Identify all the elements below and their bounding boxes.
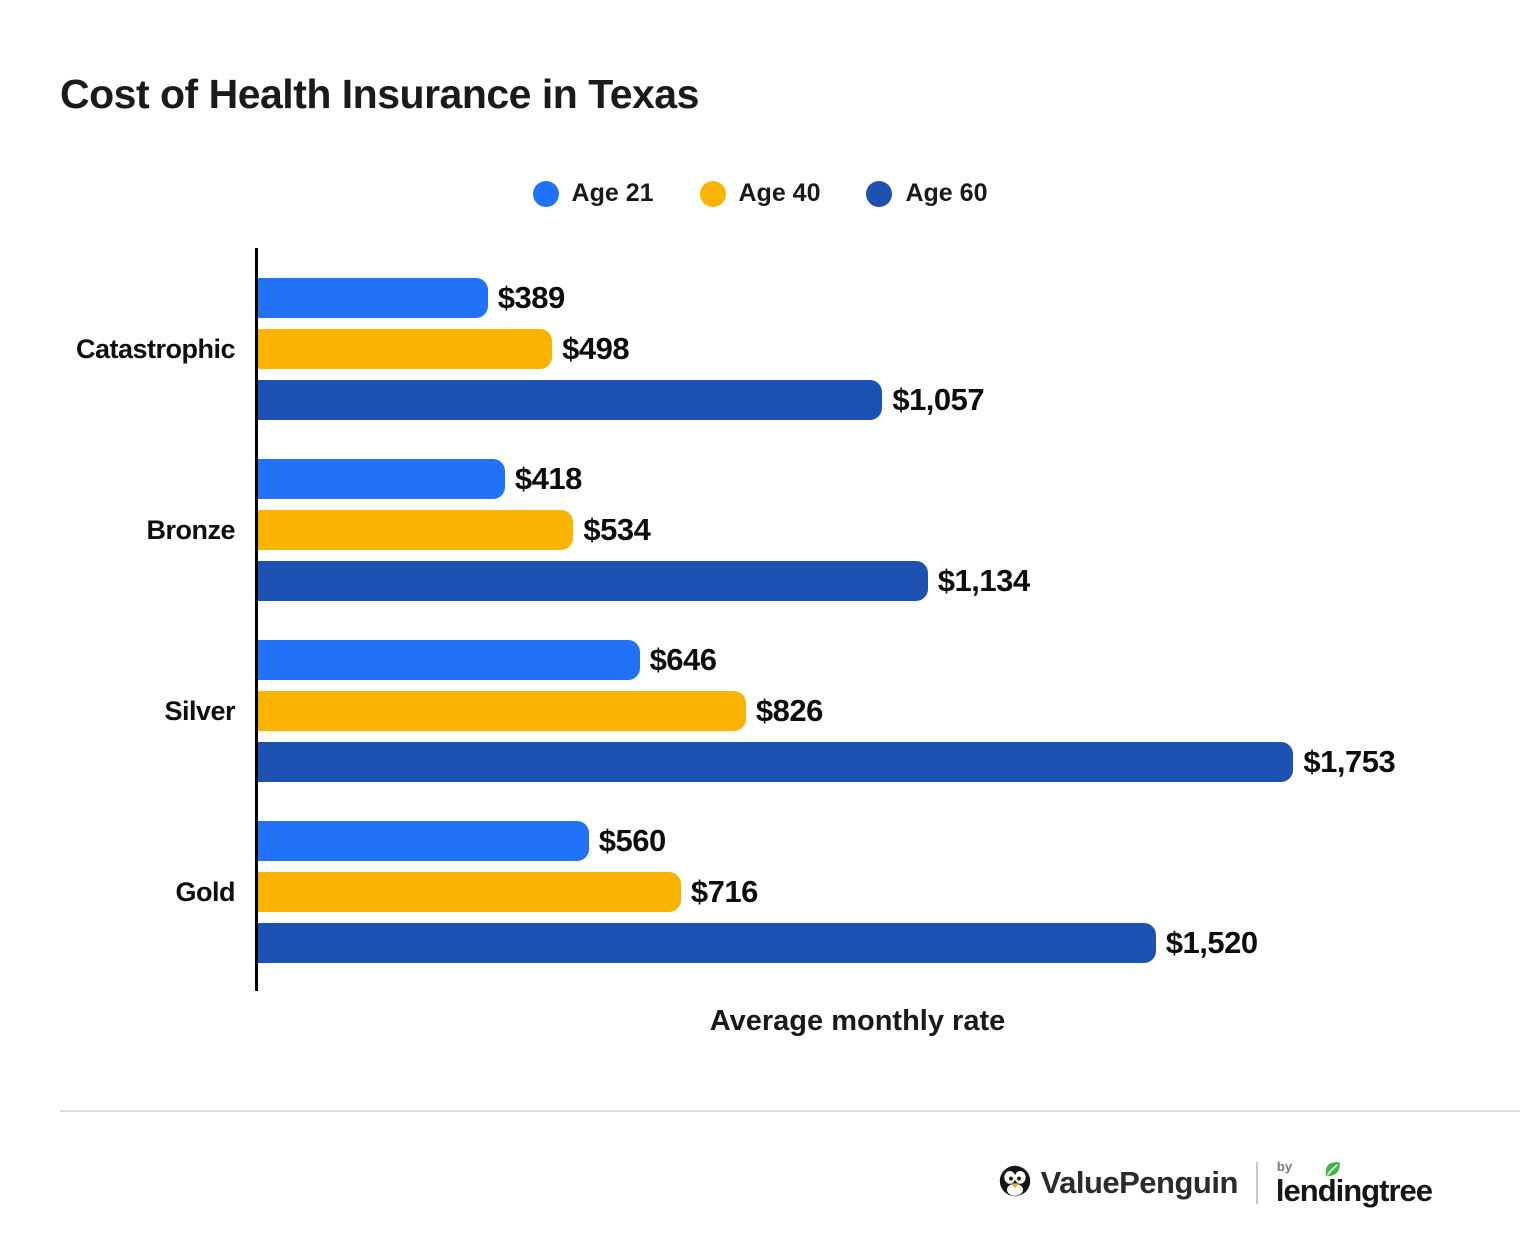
bar-row: $498 xyxy=(258,329,1460,370)
legend-item: Age 40 xyxy=(699,179,821,208)
category-label: Silver xyxy=(164,695,235,726)
value-label: $418 xyxy=(514,461,582,497)
footer: ValuePenguin by lendingtree xyxy=(0,1160,1520,1206)
logo-divider xyxy=(1255,1162,1258,1205)
bars-column: $560 $716 $1,520 xyxy=(258,821,1460,964)
bar xyxy=(258,561,928,602)
chart-groups: Catastrophic $389 $498 $1,057 Bronze $418 $534… xyxy=(60,248,1460,991)
bar-group: Bronze $418 $534 $1,134 xyxy=(60,459,1460,602)
y-axis-line xyxy=(255,248,258,992)
bar-group: Gold $560 $716 $1,520 xyxy=(60,821,1460,964)
bar-row: $389 xyxy=(258,278,1460,319)
bar-row: $716 xyxy=(258,872,1460,913)
chart-title: Cost of Health Insurance in Texas xyxy=(60,71,699,117)
by-label: by xyxy=(1276,1159,1293,1175)
value-label: $560 xyxy=(598,823,666,859)
bar-row: $646 xyxy=(258,640,1460,681)
bar-row: $826 xyxy=(258,691,1460,732)
bar xyxy=(258,821,589,862)
lendingtree-wordmark: lendingtree xyxy=(1275,1173,1433,1209)
bar-row: $1,753 xyxy=(258,742,1460,783)
bars-column: $418 $534 $1,134 xyxy=(258,459,1460,602)
bar-group: Silver $646 $826 $1,753 xyxy=(60,640,1460,783)
bar-group: Catastrophic $389 $498 $1,057 xyxy=(60,278,1460,421)
bar-row: $560 xyxy=(258,821,1460,862)
footer-divider xyxy=(60,1110,1520,1113)
legend-item: Age 60 xyxy=(866,179,987,208)
lendingtree-logo: by lendingtree xyxy=(1275,1159,1433,1209)
legend: Age 21 Age 40 Age 60 xyxy=(0,179,1520,208)
bar xyxy=(258,380,883,421)
value-label: $826 xyxy=(755,693,823,729)
bars-column: $389 $498 $1,057 xyxy=(258,278,1460,421)
bar-row: $1,134 xyxy=(258,561,1460,602)
bar-row: $1,520 xyxy=(258,923,1460,964)
value-label: $1,057 xyxy=(892,382,985,418)
bar xyxy=(258,510,574,551)
legend-label: Age 60 xyxy=(905,179,988,208)
bar xyxy=(258,640,640,681)
value-label: $716 xyxy=(690,874,758,910)
value-label: $1,520 xyxy=(1165,925,1258,961)
value-label: $1,134 xyxy=(937,563,1030,599)
valuepenguin-wordmark: ValuePenguin xyxy=(1040,1165,1239,1201)
category-label: Bronze xyxy=(146,514,235,545)
category-label: Gold xyxy=(175,876,236,907)
value-label: $498 xyxy=(562,331,630,367)
bar xyxy=(258,923,1156,964)
bars-column: $646 $826 $1,753 xyxy=(258,640,1460,783)
bar xyxy=(258,278,488,319)
bar xyxy=(258,459,505,500)
x-axis-label: Average monthly rate xyxy=(709,1005,1006,1038)
category-label: Catastrophic xyxy=(75,333,236,364)
value-label: $646 xyxy=(649,642,717,678)
valuepenguin-logo: ValuePenguin xyxy=(999,1165,1238,1202)
legend-item: Age 21 xyxy=(532,179,654,208)
legend-dot-icon xyxy=(699,180,726,207)
bar xyxy=(258,742,1294,783)
value-label: $389 xyxy=(497,280,565,316)
bar-chart: Catastrophic $389 $498 $1,057 Bronze $418 $534… xyxy=(60,248,1460,992)
legend-label: Age 21 xyxy=(571,179,654,208)
value-label: $534 xyxy=(583,512,651,548)
leaf-icon xyxy=(1323,1160,1342,1184)
bar-row: $534 xyxy=(258,510,1460,551)
bar xyxy=(258,691,746,732)
bar-row: $1,057 xyxy=(258,380,1460,421)
bar-row: $418 xyxy=(258,459,1460,500)
legend-dot-icon xyxy=(532,180,559,207)
bar xyxy=(258,329,553,370)
legend-label: Age 40 xyxy=(738,179,821,208)
penguin-icon xyxy=(999,1165,1031,1202)
legend-dot-icon xyxy=(866,180,893,207)
bar xyxy=(258,872,681,913)
value-label: $1,753 xyxy=(1303,744,1396,780)
